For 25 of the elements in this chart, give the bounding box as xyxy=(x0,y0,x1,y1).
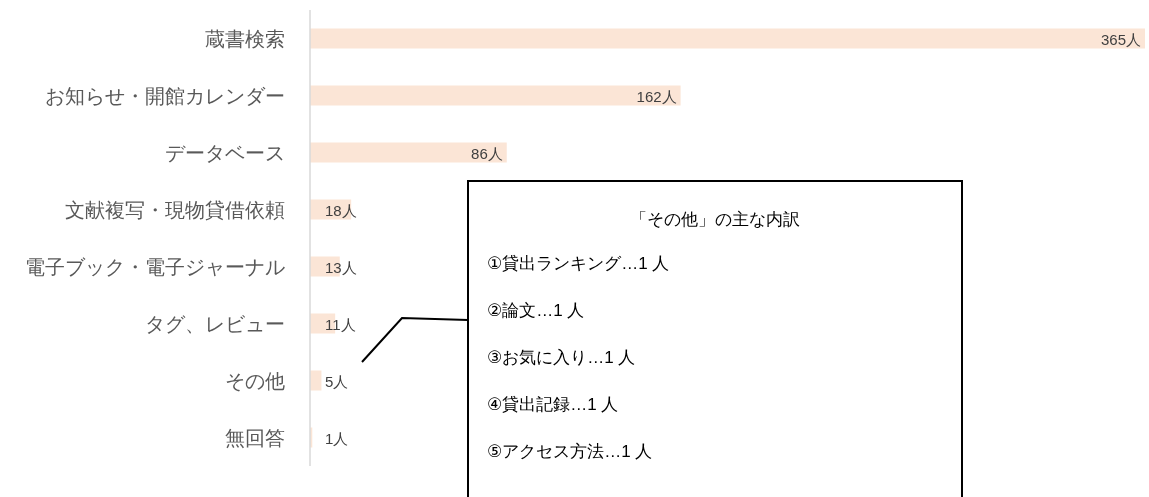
y-tick-label: タグ、レビュー xyxy=(145,312,285,335)
bar xyxy=(310,28,1145,49)
bar xyxy=(310,85,681,106)
data-label: 86人 xyxy=(471,144,503,162)
data-label: 11人 xyxy=(325,315,356,333)
y-tick-label: 蔵書検索 xyxy=(205,27,285,50)
y-tick-label: 電子ブック・電子ジャーナル xyxy=(25,255,285,278)
data-label: 18人 xyxy=(325,201,357,219)
data-label: 162人 xyxy=(636,87,677,105)
y-tick-label: 無回答 xyxy=(225,426,285,449)
bar xyxy=(310,142,507,163)
annotation: ②論文…1 人 xyxy=(487,301,585,320)
data-label: 13人 xyxy=(325,258,357,276)
annotation: ③お気に入り…1 人 xyxy=(487,348,636,367)
y-tick-label: お知らせ・開館カレンダー xyxy=(45,84,285,107)
annotation: 「その他」の主な内訳 xyxy=(630,210,800,229)
y-tick-label: その他 xyxy=(225,369,285,392)
y-tick-label: データベース xyxy=(165,141,285,164)
annotation: ④貸出記録…1 人 xyxy=(487,395,619,414)
data-label: 1人 xyxy=(325,429,349,447)
data-label: 5人 xyxy=(325,372,349,390)
annotation: ①貸出ランキング…1 人 xyxy=(487,254,670,273)
annotation: ⑤アクセス方法…1 人 xyxy=(487,442,653,461)
data-label: 365人 xyxy=(1100,30,1141,48)
y-tick-label: 文献複写・現物貸借依頼 xyxy=(65,198,285,221)
